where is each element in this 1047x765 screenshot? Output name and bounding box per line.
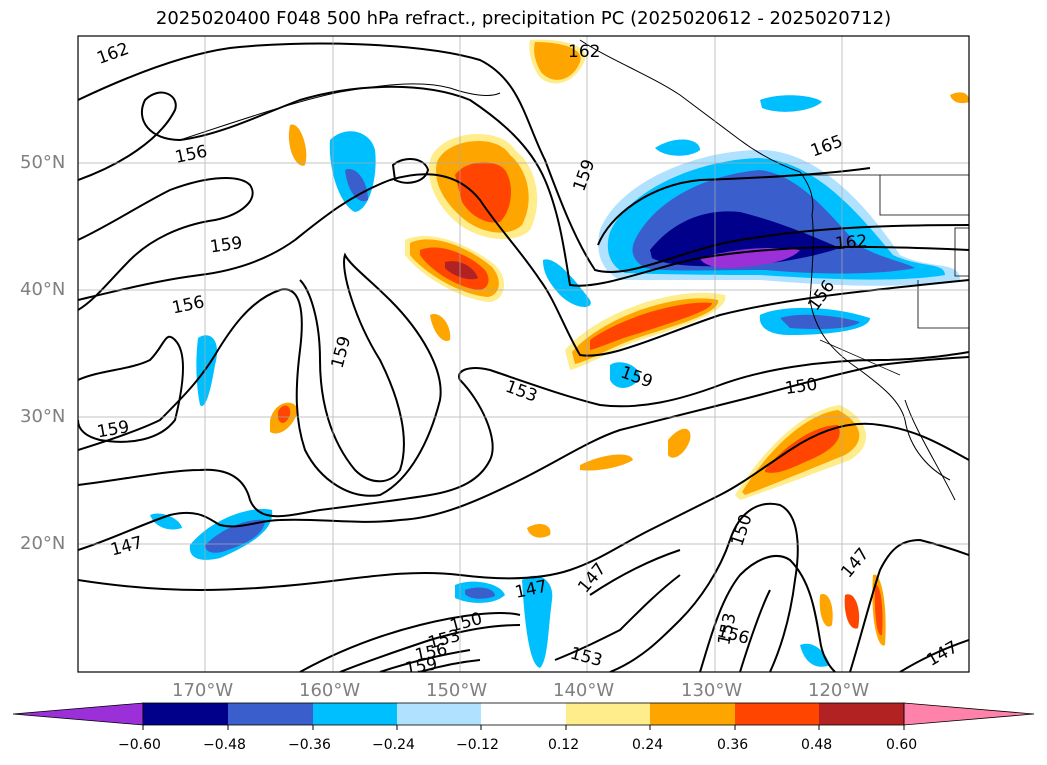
contour-label: 150 (784, 375, 819, 399)
contour-labels: 162 156 159 156 159 159 147 162 159 165 … (94, 39, 961, 679)
map-title: 2025020400 F048 500 hPa refract., precip… (155, 8, 892, 29)
lat-label: 20°N (20, 533, 66, 554)
contour-label: 159 (403, 654, 438, 679)
colorbar (12, 702, 1035, 730)
contour-label: 162 (834, 232, 868, 255)
colorbar-tick-label: −0.24 (372, 737, 415, 753)
lon-label: 150°W (426, 680, 488, 701)
colorbar-tick-label: −0.60 (118, 737, 161, 753)
lat-label: 40°N (20, 279, 66, 300)
colorbar-tick-label: −0.12 (456, 737, 499, 753)
colorbar-tick-label: 0.12 (548, 737, 580, 753)
contour-label: 162 (568, 42, 600, 62)
lon-label: 170°W (172, 680, 234, 701)
colorbar-tick-label: 0.36 (717, 737, 749, 753)
colorbar-tick-label: −0.36 (288, 737, 331, 753)
colorbar-tick-label: 0.60 (886, 737, 918, 753)
refractivity-contours (78, 42, 969, 672)
lon-label: 120°W (808, 680, 870, 701)
lon-label: 130°W (681, 680, 743, 701)
colorbar-tick-label: 0.48 (801, 737, 833, 753)
lat-label: 50°N (20, 152, 66, 173)
grid (78, 36, 969, 672)
lon-label: 160°W (299, 680, 361, 701)
lat-label: 30°N (20, 406, 66, 427)
contour-label: 159 (209, 233, 244, 257)
colorbar-tick-label: −0.48 (203, 737, 246, 753)
colorbar-tick-label: 0.24 (632, 737, 664, 753)
boundaries (800, 174, 969, 376)
lon-label: 140°W (553, 680, 615, 701)
